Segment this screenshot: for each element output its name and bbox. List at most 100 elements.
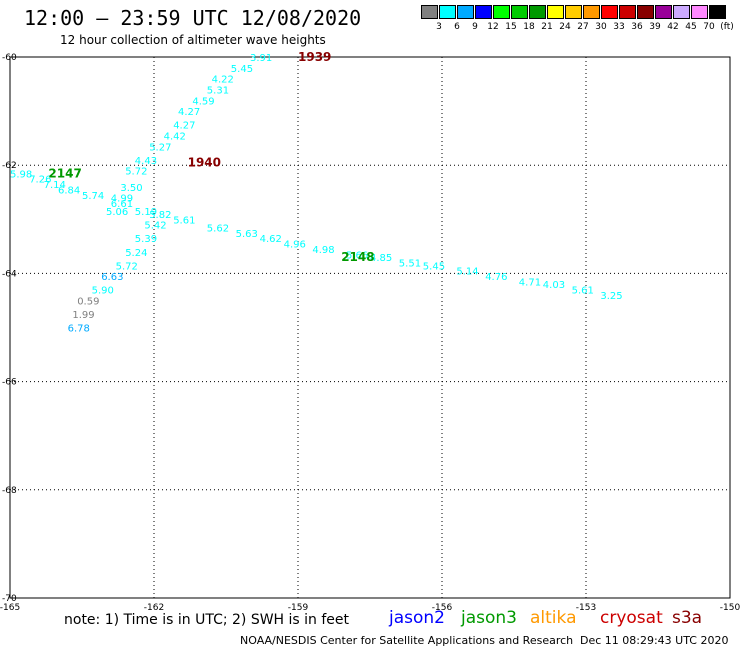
swh-value-label: 5.24 [125,248,147,259]
swh-value-label: 4.85 [370,253,392,264]
satellite-legend-item: altika [530,608,577,628]
swh-value-label: 5.42 [144,221,166,232]
scale-swatch [547,5,564,19]
longitude-tick-label: -165 [0,603,20,613]
swh-value-label: 6.84 [58,186,80,197]
swh-value-label: 4.27 [178,107,200,118]
swh-value-label: 5.45 [231,64,253,75]
swh-value-label: 5.14 [456,267,478,278]
scale-swatch [637,5,654,19]
swh-value-label: 5.61 [173,215,195,226]
swh-value-label: 3.91 [250,53,272,64]
scale-label: 3 [436,22,442,32]
scale-swatch [565,5,582,19]
latitude-tick-label: -70 [2,594,17,604]
swh-value-label: 3.50 [120,183,142,194]
longitude-tick-label: -150 [720,603,740,613]
swh-value-label: 5.45 [423,261,445,272]
scale-swatch [493,5,510,19]
scale-swatch [529,5,546,19]
swh-value-label: 5.39 [135,234,157,245]
swh-value-label: 3.25 [600,291,622,302]
track-time-label: 1940 [188,155,221,169]
scale-label: 30 [595,22,607,32]
map-frame [9,56,731,599]
latitude-tick-label: -60 [2,53,17,63]
swh-value-label: 5.61 [572,286,594,297]
swh-value-label: 5.62 [207,223,229,234]
swh-value-label: 5.90 [92,286,114,297]
swh-value-label: 4.99 [111,194,133,205]
track-time-label: 2147 [48,166,81,180]
scale-label: 6 [454,22,460,32]
latitude-tick-label: -66 [2,378,17,388]
generated-timestamp: Dec 11 08:29:43 UTC 2020 [580,634,729,647]
satellite-legend-item: cryosat [600,608,663,628]
swh-value-label: 5.72 [116,261,138,272]
swh-value-label: 5.82 [149,210,171,221]
track-time-label: 1939 [298,50,331,64]
longitude-tick-label: -159 [288,603,309,613]
swh-value-label: 5.63 [236,229,258,240]
swh-value-label: 6.78 [68,324,90,335]
swh-value-label: 7.26 [29,175,51,186]
credit-line: NOAA/NESDIS Center for Satellite Applica… [240,634,574,647]
swh-value-label: 5.98 [10,169,32,180]
swh-value-label: 4.43 [135,156,157,167]
scale-swatch [511,5,528,19]
scale-swatch [439,5,456,19]
longitude-tick-label: -162 [144,603,164,613]
swh-value-label: 1.99 [72,310,94,321]
scale-label: 18 [523,22,535,32]
swh-value-label: 4.59 [192,96,214,107]
scale-unit: (ft) [720,22,734,32]
scale-label: 33 [613,22,625,32]
footer-note: note: 1) Time is in UTC; 2) SWH is in fe… [64,612,350,628]
swh-value-label: 5.31 [207,85,229,96]
scale-swatch [619,5,636,19]
scale-label: 70 [703,22,715,32]
swh-value-label: 4.98 [312,245,334,256]
swh-value-label: 5.19 [135,207,157,218]
scale-label: 42 [667,22,679,32]
satellite-legend-item: jason2 [389,608,445,628]
swh-value-label: 6.63 [101,272,123,283]
satellite-legend-item: jason3 [461,608,517,628]
scale-swatch [709,5,726,19]
swh-value-label: 6.61 [111,199,133,210]
latitude-tick-label: -68 [2,486,17,496]
scale-swatch [691,5,708,19]
satellite-legend-item: s3a [672,608,703,628]
swh-value-label: 5.72 [125,167,147,178]
scale-swatch [673,5,690,19]
scale-label: 9 [472,22,478,32]
scale-label: 12 [487,22,499,32]
chart-subtitle: 12 hour collection of altimeter wave hei… [60,33,326,47]
scale-swatch [601,5,618,19]
track-time-label: 2148 [341,250,374,264]
scale-label: 24 [559,22,571,32]
scale-label: 21 [541,22,553,32]
scale-label: 15 [505,22,517,32]
longitude-tick-label: -156 [432,603,453,613]
scale-label: 27 [577,22,589,32]
scale-label: 39 [649,22,661,32]
scale-swatch [457,5,474,19]
swh-value-label: 4.27 [173,121,195,132]
latitude-tick-label: -62 [2,161,17,171]
swh-value-label: 5.27 [149,142,171,153]
chart-title: 12:00 – 23:59 UTC 12/08/2020 [24,6,362,30]
swh-value-label: 4.71 [519,278,541,289]
swh-value-label: 4.42 [164,131,186,142]
scale-swatch [655,5,672,19]
swh-value-label: 7.14 [44,180,66,191]
swh-value-label: 4.96 [284,240,306,251]
scale-swatch [475,5,492,19]
swh-value-label: 4.76 [485,272,507,283]
swh-value-label: 5.51 [399,259,421,270]
swh-value-label: 5.66 [346,250,368,261]
scale-swatch [421,5,438,19]
swh-value-label: 5.06 [106,207,128,218]
swh-value-label: 4.62 [260,234,282,245]
